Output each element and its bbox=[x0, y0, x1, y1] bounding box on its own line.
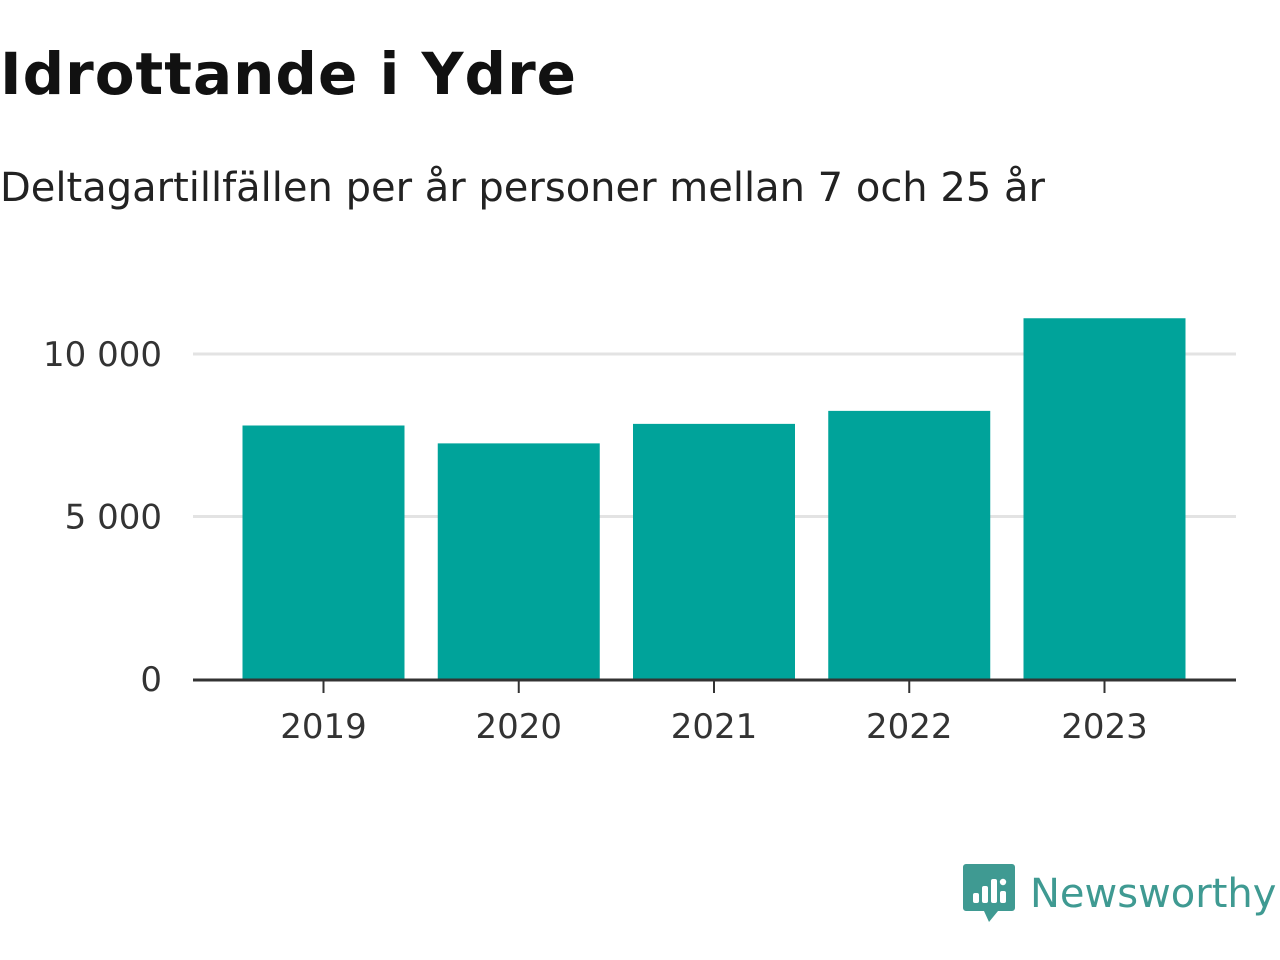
y-tick-label: 0 bbox=[140, 660, 162, 700]
x-axis bbox=[193, 678, 1236, 693]
bar-2019 bbox=[242, 425, 405, 679]
y-tick-label: 5 000 bbox=[65, 498, 162, 538]
x-tick-label: 2019 bbox=[280, 707, 367, 747]
bars bbox=[242, 318, 1186, 679]
bar-2021 bbox=[633, 423, 795, 679]
chart-title: Idrottande i Ydre bbox=[0, 40, 578, 108]
chart-subtitle: Deltagartillfällen per år personer mella… bbox=[0, 165, 1045, 211]
brand-name: Newsworthy bbox=[1030, 871, 1277, 917]
y-tick-label: 10 000 bbox=[43, 335, 162, 375]
y-axis-labels: 0 5 000 10 000 bbox=[43, 335, 162, 700]
x-tick-label: 2022 bbox=[866, 707, 953, 747]
x-axis-labels: 2019 2020 2021 2022 2023 bbox=[280, 707, 1148, 747]
x-tick-label: 2020 bbox=[475, 707, 562, 747]
bar-2022 bbox=[828, 410, 991, 679]
bar-chart-speech-bubble-icon bbox=[963, 864, 1015, 922]
x-tick-label: 2021 bbox=[671, 707, 758, 747]
bar-2023 bbox=[1023, 318, 1186, 679]
brand-logo-block: Newsworthy bbox=[962, 862, 1276, 926]
x-tick-label: 2023 bbox=[1061, 707, 1148, 747]
bar-2020 bbox=[437, 443, 600, 679]
